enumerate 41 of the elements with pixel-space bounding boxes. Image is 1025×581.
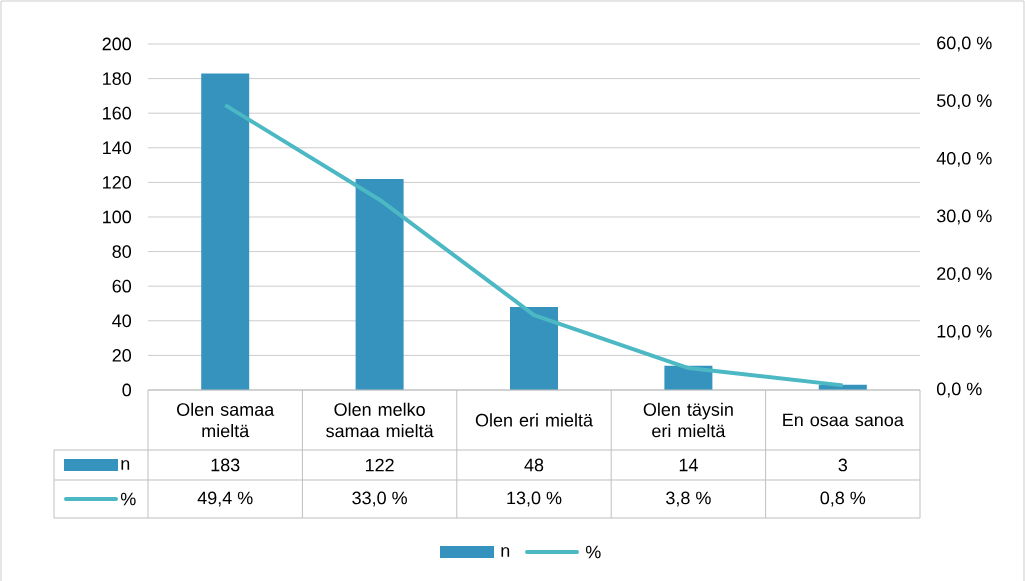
- y2-tick-label: 30,0 %: [936, 209, 992, 225]
- legend-label: n: [121, 460, 130, 470]
- y2-tick-label: 40,0 %: [936, 151, 992, 167]
- y-tick-label: 160: [103, 106, 132, 120]
- data-label: 48: [524, 458, 544, 472]
- y-tick-label: 140: [103, 141, 132, 155]
- data-label: 13,0 %: [507, 491, 562, 507]
- y2-tick-label: 50,0 %: [936, 94, 992, 110]
- y-tick-label: 20: [112, 349, 132, 362]
- y-tick-label: 0: [122, 383, 132, 397]
- y-tick-label: 100: [103, 210, 132, 224]
- y-tick-label: 40: [112, 314, 132, 328]
- bar: [355, 178, 404, 390]
- legend-label: %: [120, 492, 136, 506]
- line-series: [223, 103, 845, 388]
- y-tick-label: 80: [112, 245, 132, 258]
- bar: [201, 73, 250, 390]
- text: n: [501, 547, 510, 557]
- y2-tick-label: 60,0 %: [937, 36, 992, 52]
- data-label: 122: [365, 458, 394, 472]
- x-tick-label: Olen täysin eri mieltä: [643, 402, 733, 438]
- data-label: 33,0 %: [352, 491, 407, 507]
- y-tick-label: 180: [103, 72, 132, 85]
- y-tick-label: 60: [112, 279, 132, 293]
- data-label: 3,8 %: [666, 491, 711, 507]
- x-tick-label: Olen melko samaa mieltä: [326, 402, 434, 438]
- data-label: 14: [679, 458, 698, 472]
- x-tick-label: En osaa sanoa: [783, 413, 904, 427]
- x-tick-label: Olen samaa mieltä: [177, 402, 275, 438]
- data-label: 0,8 %: [820, 491, 866, 507]
- bar: [510, 306, 558, 390]
- data-label: 3: [838, 458, 848, 472]
- y2-tick-label: 10,0 %: [937, 324, 992, 340]
- x-tick-label: Olen eri mieltä: [475, 413, 593, 427]
- text: %: [585, 545, 601, 559]
- data-label: 183: [211, 458, 240, 472]
- y-tick-label: 200: [102, 37, 132, 51]
- y2-tick-label: 20,0 %: [937, 267, 992, 283]
- data-label: 49,4 %: [197, 491, 253, 507]
- y-tick-label: 120: [103, 176, 132, 189]
- y2-tick-label: 0,0 %: [936, 382, 982, 398]
